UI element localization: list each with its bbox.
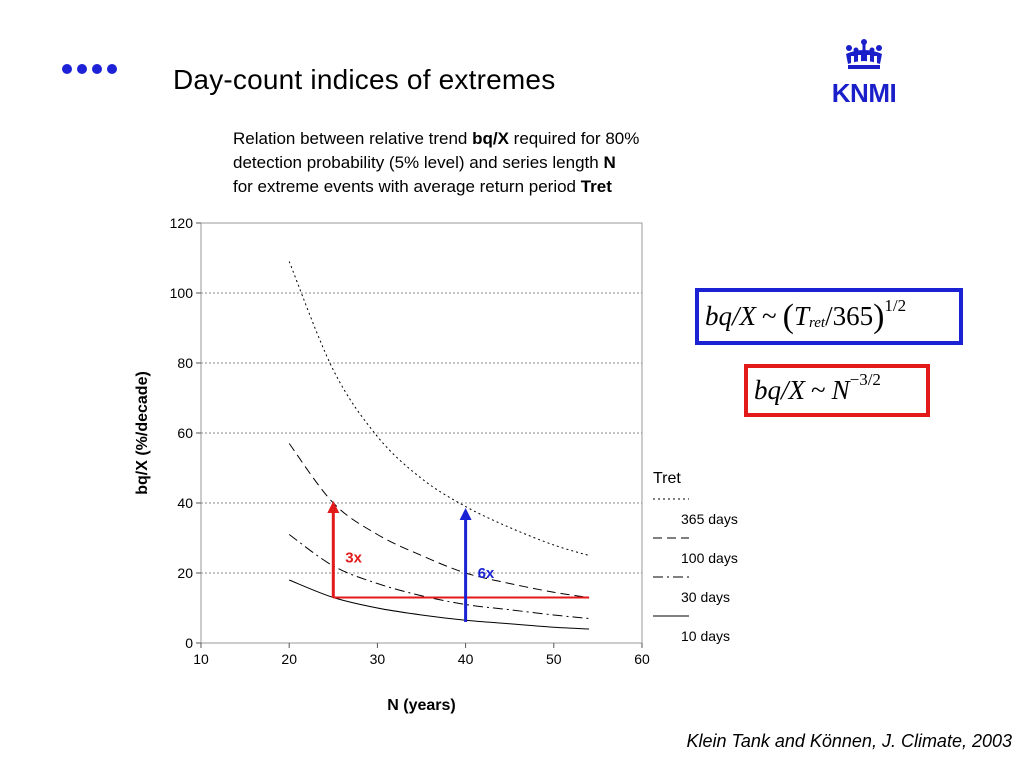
x-tick-label: 40 [458, 651, 474, 667]
formula-paren: ( [782, 297, 794, 335]
formula-t-sub: ret [808, 315, 826, 331]
formula-n: N [831, 375, 850, 405]
annotation-label: 3x [345, 549, 362, 566]
series-line-dotted [288, 261, 590, 556]
x-axis-label: N (years) [387, 697, 455, 714]
description-bold-n: N [603, 153, 616, 172]
bullet-dot [107, 64, 117, 74]
x-tick-label: 10 [193, 651, 209, 667]
x-tick-label: 20 [281, 651, 297, 667]
x-tick-label: 30 [370, 651, 386, 667]
formula-exponent: 1/2 [884, 295, 907, 315]
bullet-dot [62, 64, 72, 74]
bullet-dot [92, 64, 102, 74]
slide-title: Day-count indices of extremes [173, 64, 556, 95]
legend-title: Tret [653, 470, 681, 487]
description-text: for extreme events with average return p… [233, 177, 581, 196]
formula-tilde: ~ [762, 301, 777, 331]
knmi-logo: KNMI [822, 38, 906, 108]
y-tick-label: 20 [177, 565, 193, 581]
description-line-1: Relation between relative trend bq/X req… [233, 127, 639, 151]
legend-entry-label: 100 days [681, 550, 738, 566]
formula-exponent: −3/2 [849, 369, 881, 389]
series-line-solid [289, 579, 590, 630]
logo-text: KNMI [831, 78, 897, 108]
citation: Klein Tank and Können, J. Climate, 2003 [686, 731, 1012, 751]
formula-tilde: ~ [811, 375, 826, 405]
chart-description: Relation between relative trend bq/X req… [233, 127, 639, 199]
description-bold-tret: Tret [580, 177, 612, 196]
formula-div: /365 [825, 301, 874, 331]
annotation-arrow-head [459, 508, 472, 520]
legend-entry-label: 365 days [681, 511, 738, 527]
description-text: detection probability (5% level) and ser… [233, 153, 604, 172]
description-line-2: detection probability (5% level) and ser… [233, 151, 639, 175]
formula-lhs: bq/X [754, 375, 805, 405]
y-tick-label: 80 [177, 355, 193, 371]
formula-lhs: bq/X [705, 301, 756, 331]
bullet-dot [77, 64, 87, 74]
legend-entry-label: 10 days [681, 628, 730, 644]
formula-paren: ) [873, 297, 885, 335]
y-tick-label: 100 [170, 285, 194, 301]
description-line-3: for extreme events with average return p… [233, 175, 639, 199]
annotation-arrow-head [327, 501, 340, 513]
formula-n-scaling: bq/X ~ N −3/2 [744, 364, 930, 417]
y-tick-label: 40 [177, 495, 193, 511]
legend-entry-label: 30 days [681, 589, 730, 605]
x-tick-label: 50 [546, 651, 562, 667]
formula-t: T [793, 301, 809, 331]
y-axis-label: bq/X (%/decade) [134, 371, 151, 495]
y-tick-label: 120 [170, 215, 194, 231]
y-tick-label: 60 [177, 425, 193, 441]
y-tick-label: 0 [185, 635, 193, 651]
crown-icon [846, 39, 882, 69]
x-tick-label: 60 [634, 651, 650, 667]
annotation-label: 6x [478, 565, 495, 582]
description-text: required for 80% [508, 129, 640, 148]
description-text: Relation between relative trend [233, 129, 473, 148]
description-bold-trend: bq/X [472, 129, 509, 148]
title-bullets [62, 64, 117, 74]
